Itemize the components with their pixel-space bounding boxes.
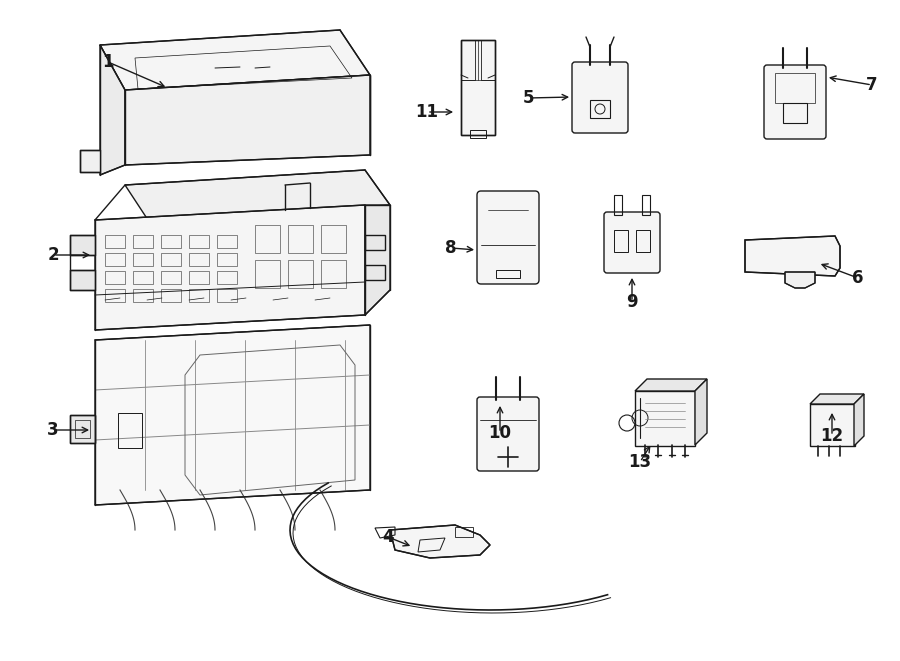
Polygon shape	[95, 205, 365, 330]
Text: 2: 2	[47, 246, 58, 264]
Bar	[80, 150, 100, 172]
Bar	[70, 415, 95, 443]
Bar	[133, 289, 153, 302]
Bar	[255, 260, 280, 288]
Bar	[461, 40, 495, 135]
Text: 7: 7	[866, 76, 878, 94]
Bar	[365, 265, 385, 280]
Bar	[189, 253, 209, 266]
Text: 4: 4	[382, 528, 394, 546]
Polygon shape	[785, 272, 815, 288]
Polygon shape	[365, 205, 390, 315]
Polygon shape	[100, 30, 370, 90]
Text: 10: 10	[489, 424, 511, 442]
Polygon shape	[125, 170, 390, 220]
Bar	[105, 253, 125, 266]
Bar	[321, 225, 346, 253]
Bar	[189, 289, 209, 302]
FancyBboxPatch shape	[477, 191, 539, 284]
Bar	[461, 40, 495, 135]
Bar	[70, 235, 95, 255]
Bar	[161, 271, 181, 284]
FancyBboxPatch shape	[572, 62, 628, 133]
Polygon shape	[745, 236, 840, 276]
Polygon shape	[125, 75, 370, 165]
Bar	[455, 527, 473, 537]
Bar	[461, 40, 475, 80]
Bar	[810, 404, 855, 446]
Text: 1: 1	[103, 53, 113, 71]
Polygon shape	[100, 45, 125, 175]
FancyBboxPatch shape	[477, 397, 539, 471]
Bar	[635, 391, 695, 446]
Bar	[133, 271, 153, 284]
Bar	[118, 413, 142, 448]
Polygon shape	[810, 394, 864, 404]
Bar	[590, 100, 610, 118]
FancyBboxPatch shape	[604, 212, 660, 273]
Bar	[481, 40, 495, 80]
Bar	[217, 235, 237, 248]
Bar	[496, 270, 520, 278]
Bar	[70, 270, 95, 290]
Bar	[255, 225, 280, 253]
FancyBboxPatch shape	[764, 65, 826, 139]
Bar	[161, 289, 181, 302]
Text: 9: 9	[626, 293, 638, 311]
Bar	[189, 235, 209, 248]
Bar	[105, 271, 125, 284]
Text: 5: 5	[522, 89, 534, 107]
Bar	[133, 235, 153, 248]
Text: 12: 12	[821, 427, 843, 445]
Polygon shape	[95, 325, 370, 505]
Bar	[288, 225, 313, 253]
Bar	[365, 235, 385, 250]
Bar	[161, 235, 181, 248]
Bar	[614, 230, 628, 252]
Bar	[189, 271, 209, 284]
Bar	[70, 415, 95, 443]
Text: 11: 11	[416, 103, 438, 121]
Text: 13: 13	[628, 453, 652, 471]
Bar	[785, 248, 815, 266]
Text: 6: 6	[852, 269, 864, 287]
Bar	[105, 289, 125, 302]
Bar	[217, 289, 237, 302]
Polygon shape	[695, 379, 707, 445]
Text: 8: 8	[446, 239, 456, 257]
Bar	[775, 73, 815, 103]
Bar	[321, 260, 346, 288]
Polygon shape	[854, 394, 864, 446]
Bar	[217, 253, 237, 266]
Bar	[75, 420, 90, 438]
Bar	[105, 235, 125, 248]
Text: 3: 3	[47, 421, 58, 439]
Bar	[288, 260, 313, 288]
Bar	[217, 271, 237, 284]
Polygon shape	[635, 379, 707, 391]
Bar	[470, 130, 486, 138]
Polygon shape	[390, 525, 490, 558]
Bar	[161, 253, 181, 266]
Bar	[783, 103, 807, 123]
Bar	[133, 253, 153, 266]
Bar	[636, 230, 650, 252]
